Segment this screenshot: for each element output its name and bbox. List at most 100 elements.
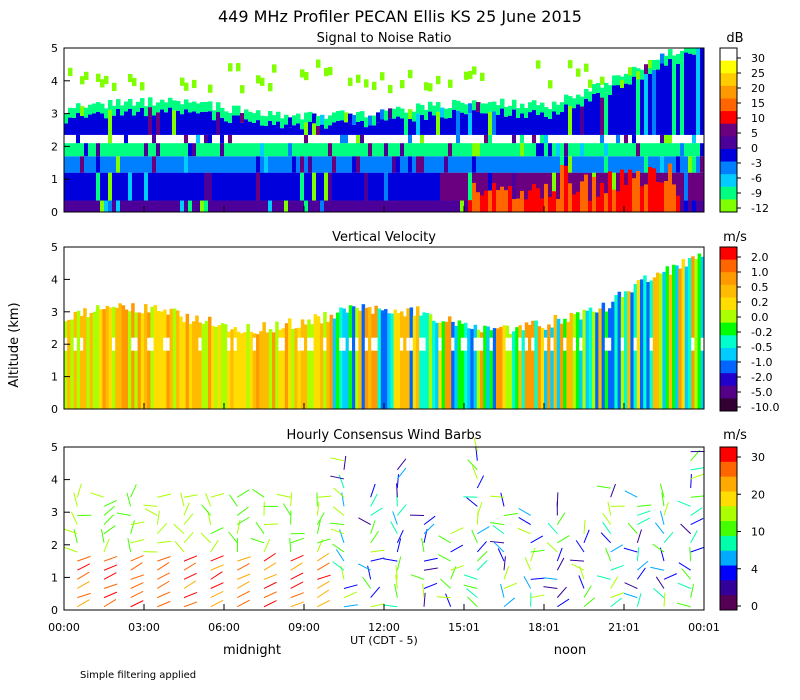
velocity-cell [409, 337, 414, 351]
snr-cell [484, 172, 489, 201]
snr-cell [276, 172, 281, 201]
snr-cell [660, 134, 665, 144]
snr-cell [404, 156, 409, 173]
snr-cell [68, 200, 73, 212]
snr-cell [240, 156, 245, 173]
noon-label: noon [554, 643, 586, 658]
snr-cell [256, 120, 261, 135]
snr-cell [464, 156, 469, 173]
colorbar-tick-label: 0 [751, 600, 758, 613]
snr-cell [208, 172, 213, 201]
colorbar-segment [720, 595, 737, 611]
snr-cell [264, 156, 269, 173]
snr-cell [240, 134, 245, 144]
snr-cell [664, 134, 669, 144]
velocity-cell [368, 307, 372, 409]
snr-cell [200, 172, 205, 201]
snr-cell [68, 156, 73, 173]
velocity-cell [691, 256, 695, 409]
snr-cell [340, 110, 345, 121]
velocity-cell [204, 320, 209, 409]
snr-cell [324, 118, 329, 129]
snr-cell [176, 143, 181, 157]
snr-cell [392, 134, 397, 144]
snr-cell [560, 102, 565, 113]
snr-cell [220, 156, 225, 173]
wind-barb [396, 483, 398, 498]
velocity-cell [643, 275, 647, 409]
wind-barb [335, 549, 345, 562]
snr-cell [296, 113, 301, 124]
snr-cell [156, 156, 161, 173]
wind-barb [103, 591, 118, 599]
wind-barb [690, 518, 704, 526]
snr-cell [476, 172, 481, 201]
wind-barb [183, 555, 198, 562]
snr-cell [68, 134, 73, 144]
snr-cell [256, 134, 261, 144]
snr-cell [464, 134, 469, 144]
snr-cell [88, 172, 93, 201]
snr-cell [392, 156, 397, 173]
velocity-cell [134, 337, 138, 351]
snr-cell [196, 143, 201, 157]
snr-cell [132, 134, 137, 144]
snr-cell [424, 134, 429, 144]
velocity-cell [451, 321, 455, 409]
snr-cell [464, 143, 469, 157]
velocity-cell [108, 307, 113, 409]
snr-cell [700, 200, 705, 212]
wind-barb [503, 597, 516, 608]
snr-cell [572, 172, 577, 201]
velocity-cell [188, 323, 193, 409]
snr-cell [628, 143, 633, 157]
snr-cell [276, 200, 281, 212]
snr-cell [208, 111, 213, 135]
snr-cell [112, 115, 117, 135]
snr-cell [584, 63, 589, 72]
snr-cell [536, 105, 541, 115]
snr-cell [528, 156, 533, 173]
snr-cell [680, 156, 685, 173]
snr-cell [576, 134, 581, 144]
snr-cell [464, 114, 469, 135]
velocity-cell [502, 325, 506, 409]
snr-cell [688, 48, 693, 54]
snr-cell [352, 200, 357, 212]
snr-cell [520, 156, 525, 173]
snr-cell [572, 156, 577, 173]
snr-cell [608, 85, 613, 95]
wind-barb [445, 593, 452, 607]
wind-barb [518, 516, 531, 526]
velocity-cell [416, 306, 420, 409]
snr-cell [384, 156, 389, 173]
velocity-cell [352, 306, 356, 409]
wind-barb [156, 510, 160, 525]
snr-cell [208, 156, 213, 173]
snr-cell [364, 156, 369, 173]
snr-cell [124, 200, 129, 212]
snr-cell [648, 143, 653, 157]
snr-cell [300, 143, 305, 157]
snr-cell [64, 200, 69, 212]
snr-cell [436, 200, 441, 212]
velocity-cell [684, 266, 689, 409]
wind-barb [330, 457, 345, 462]
wind-barb [210, 582, 224, 589]
colorbar-segment [720, 347, 737, 362]
snr-cell [356, 172, 361, 201]
snr-cell [80, 172, 85, 201]
snr-cell [596, 143, 601, 157]
snr-cell [184, 82, 189, 91]
colorbar-segment [720, 521, 737, 537]
velocity-cell [646, 282, 650, 409]
snr-cell [108, 134, 113, 144]
snr-cell [448, 79, 453, 88]
colorbar-frame [719, 446, 738, 611]
snr-cell [216, 112, 221, 135]
snr-cell [120, 200, 125, 212]
colorbar-tick-label: -0.2 [751, 326, 772, 339]
snr-cell [204, 172, 209, 201]
snr-cell [696, 143, 701, 157]
snr-cell [264, 200, 269, 212]
